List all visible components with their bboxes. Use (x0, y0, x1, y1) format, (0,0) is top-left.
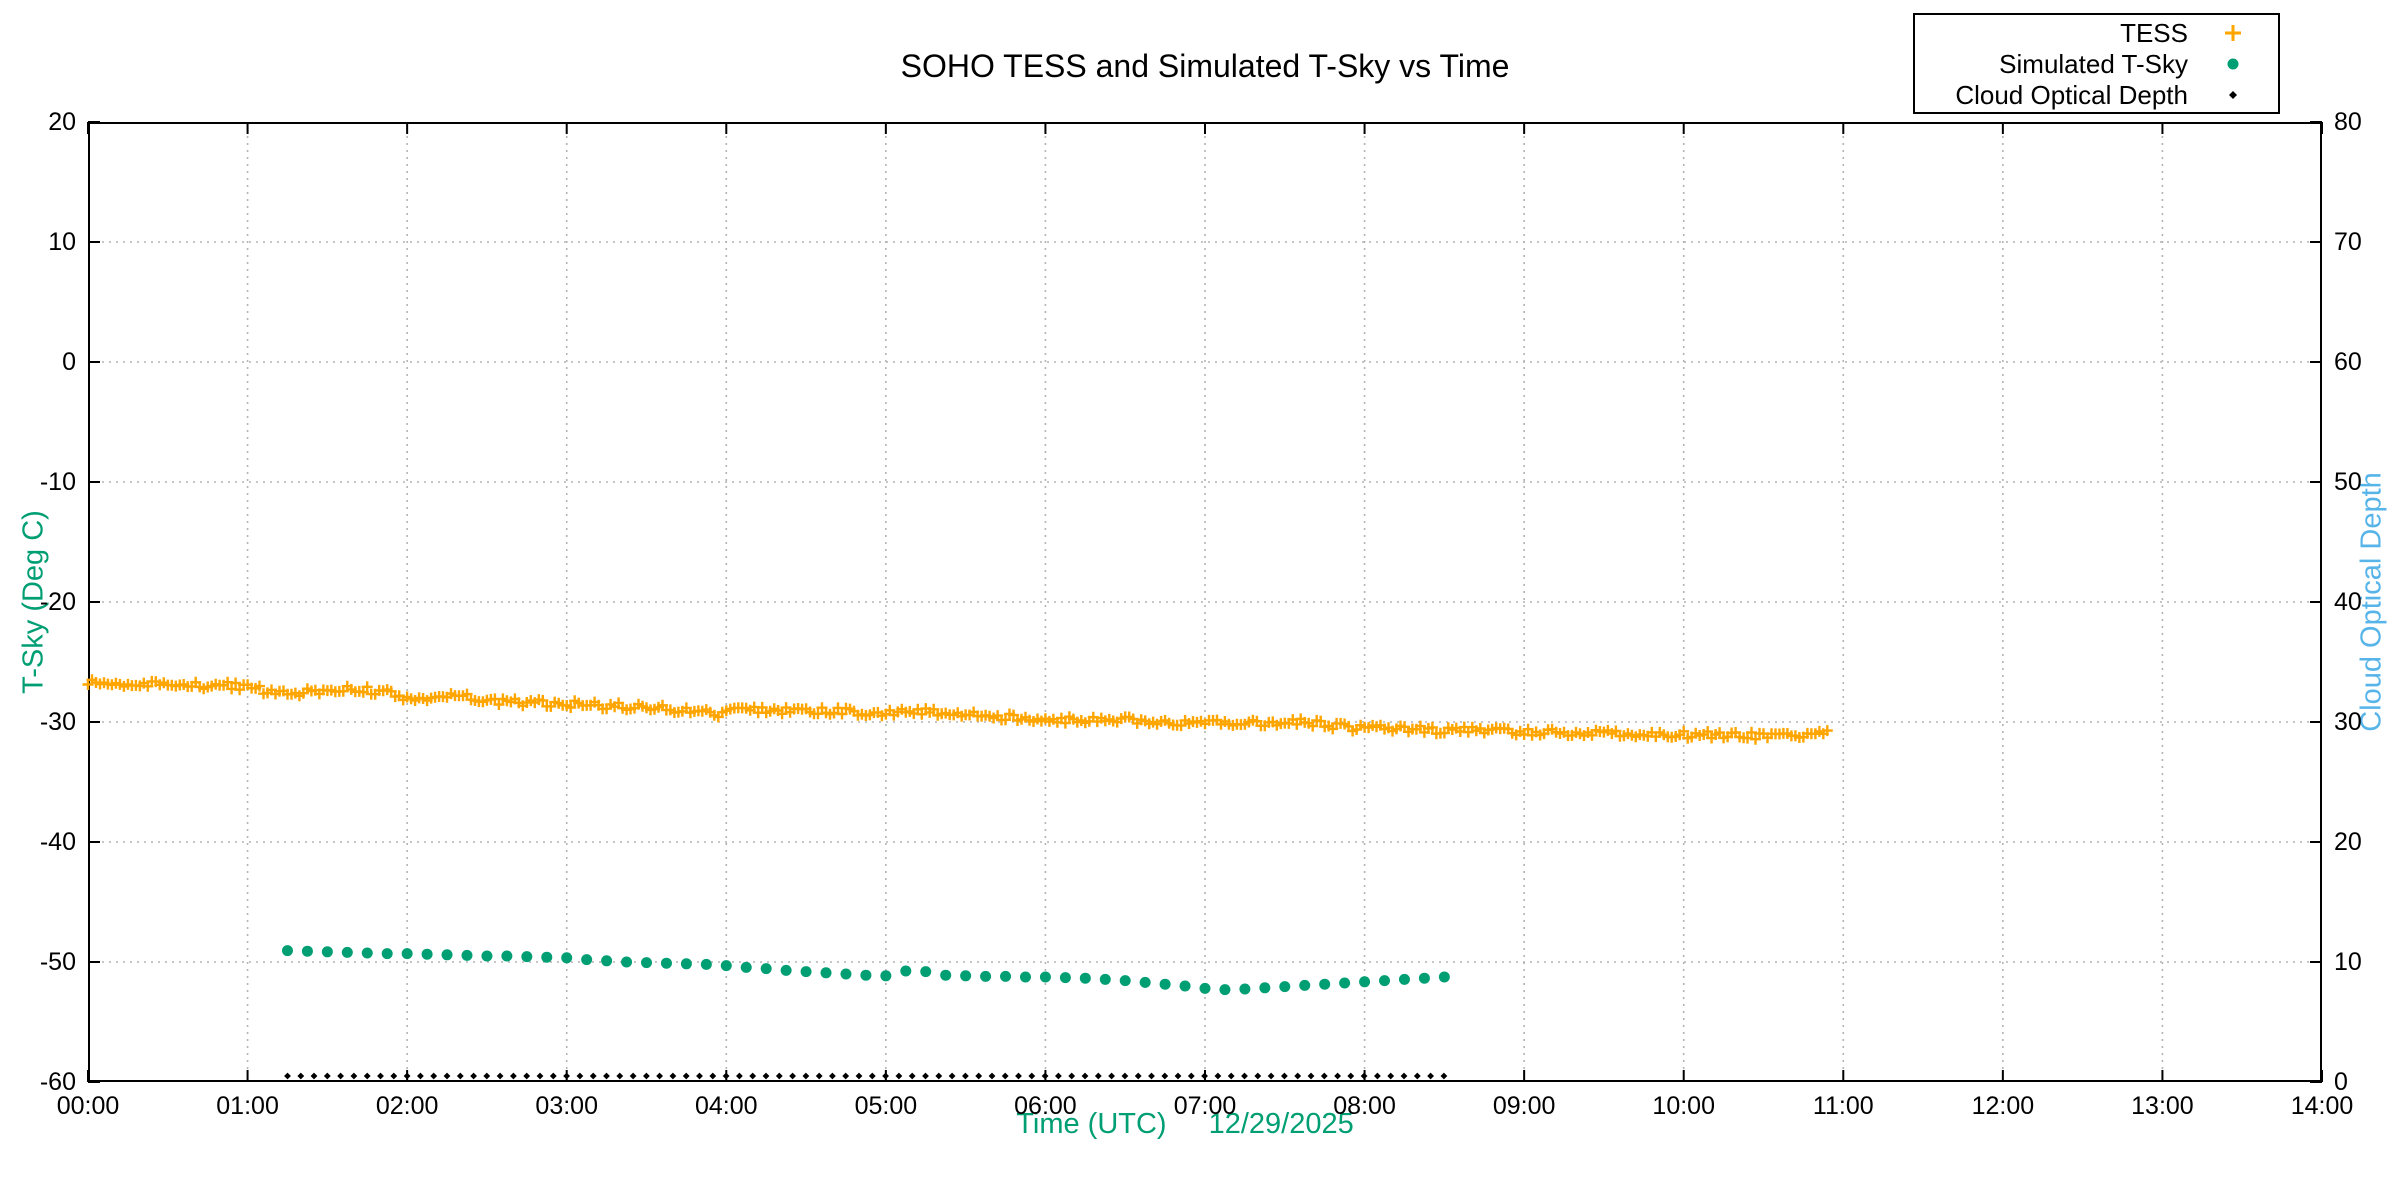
x-axis-label: Time (UTC) 12/29/2025 (1016, 1108, 1354, 1141)
x-tick-label: 04:00 (695, 1092, 758, 1120)
page-title: SOHO TESS and Simulated T-Sky vs Time (900, 48, 1510, 84)
y-left-tick-label: -50 (39, 948, 76, 976)
y-left-tick-label: 10 (48, 228, 76, 256)
cloud-diamond-marker-icon (2188, 84, 2278, 106)
x-tick-label: 05:00 (854, 1092, 918, 1120)
y-left-tick-label: -20 (39, 588, 76, 616)
x-tick-label: 14:00 (2290, 1092, 2354, 1120)
legend-row-simulated-tsky: Simulated T-Sky (1915, 48, 2278, 79)
x-axis-label-text: Time (UTC) (1016, 1108, 1167, 1140)
y-left-tick-label: 20 (48, 108, 76, 136)
x-tick-label: 13:00 (2131, 1092, 2194, 1120)
tsky-dot-marker-icon (2188, 53, 2278, 75)
y-left-tick-label: 0 (62, 348, 76, 376)
y-right-tick-label: 60 (2334, 348, 2362, 376)
y-right-tick-label: 40 (2334, 588, 2362, 616)
x-tick-label: 06:00 (1014, 1092, 1077, 1120)
x-tick-label: 09:00 (1492, 1092, 1556, 1120)
y-right-tick-label: 30 (2334, 708, 2362, 736)
legend: TESS Simulated T-Sky Cloud Optical Depth (1913, 13, 2280, 114)
legend-row-tess: TESS (1915, 17, 2278, 48)
x-tick-label: 01:00 (216, 1092, 279, 1120)
x-tick-label: 12:00 (1971, 1092, 2035, 1120)
x-tick-label: 00:00 (56, 1092, 120, 1120)
y-right-tick-label: 80 (2334, 108, 2362, 136)
x-tick-label: 08:00 (1333, 1092, 1396, 1120)
x-tick-label: 10:00 (1652, 1092, 1715, 1120)
y-left-tick-label: -60 (39, 1068, 76, 1096)
x-tick-label: 11:00 (1812, 1092, 1874, 1120)
legend-label-tess: TESS (2120, 17, 2188, 48)
y-left-tick-label: -30 (39, 708, 76, 736)
y-left-tick-label: -10 (39, 468, 76, 496)
x-tick-label: 02:00 (375, 1092, 439, 1120)
y-left-tick-label: -40 (39, 828, 76, 856)
legend-row-cloud-optical-depth: Cloud Optical Depth (1915, 79, 2278, 110)
y-right-tick-label: 20 (2334, 828, 2362, 856)
legend-label-simulated-tsky: Simulated T-Sky (1999, 48, 2188, 79)
y-right-tick-label: 10 (2334, 948, 2362, 976)
y-right-tick-label: 50 (2334, 468, 2362, 496)
x-tick-label: 07:00 (1173, 1092, 1237, 1120)
y-right-tick-label: 70 (2334, 228, 2362, 256)
x-tick-label: 03:00 (535, 1092, 598, 1120)
tess-plus-marker-icon (2188, 22, 2278, 44)
legend-label-cloud-optical-depth: Cloud Optical Depth (1955, 79, 2188, 110)
y-right-tick-label: 0 (2334, 1068, 2348, 1096)
x-axis-label-date: 12/29/2025 (1208, 1108, 1354, 1140)
